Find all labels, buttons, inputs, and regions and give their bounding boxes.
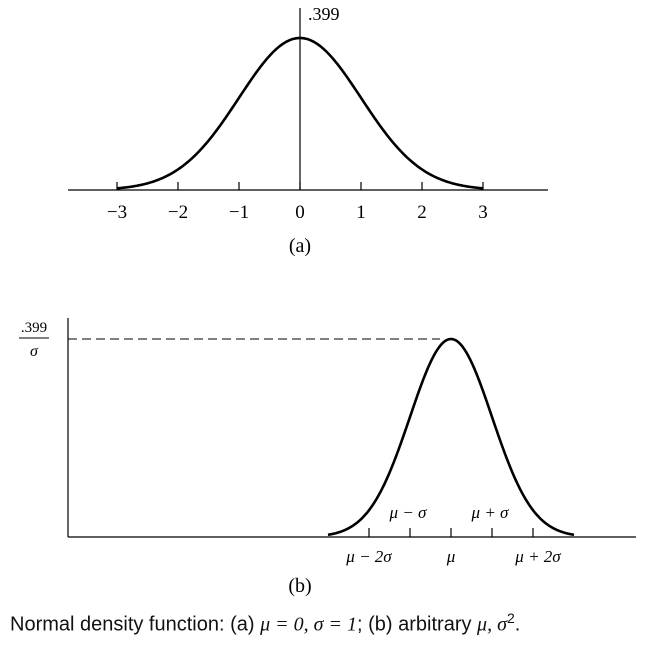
panel-a-label: (a) (289, 235, 311, 257)
panel-b-density-curve (327, 337, 575, 537)
panel-b-arbitrary-normal: .399 σ μ − 2σ μ μ + 2σ μ − σ μ + σ (b) (19, 318, 636, 597)
panel-a-ticks: −3 −2 −1 0 1 2 3 (107, 182, 488, 223)
caption-part-a: μ = 0, σ = 1 (260, 613, 358, 636)
panel-b-label: (b) (288, 575, 311, 597)
tick-label-mu: μ (446, 547, 456, 566)
panel-a-tick-label: 2 (417, 202, 427, 223)
panel-a-tick-label: −3 (107, 202, 127, 223)
tick-label-mu-minus-2sigma: μ − 2σ (345, 547, 392, 566)
caption-prefix: Normal density function: (a) (10, 613, 261, 636)
caption-superscript: 2 (506, 610, 515, 626)
panel-a-standard-normal: .399 −3 −2 −1 0 1 2 3 (a) (68, 4, 548, 257)
panel-b-y-label-denominator: σ (30, 343, 39, 360)
figure-caption: Normal density function: (a) μ = 0, σ = … (10, 610, 650, 637)
panel-b-y-label-numerator: .399 (21, 320, 47, 336)
tick-label-mu-plus-sigma: μ + σ (471, 503, 510, 522)
panel-a-tick-label: 1 (356, 202, 366, 223)
panel-a-tick-label: −1 (229, 202, 249, 223)
caption-suffix: . (514, 613, 521, 636)
panel-a-density-curve (116, 36, 484, 190)
panel-a-tick-label: 3 (478, 202, 488, 223)
caption-middle: ; (b) arbitrary (357, 613, 478, 636)
tick-label-mu-plus-2sigma: μ + 2σ (514, 547, 561, 566)
panel-a-peak-label: .399 (308, 4, 340, 24)
caption-part-b: μ, σ (477, 613, 507, 636)
panel-a-tick-label: 0 (295, 202, 305, 223)
tick-label-mu-minus-sigma: μ − σ (389, 503, 428, 522)
panel-a-tick-label: −2 (168, 202, 188, 223)
panel-b-ticks (368, 528, 534, 537)
